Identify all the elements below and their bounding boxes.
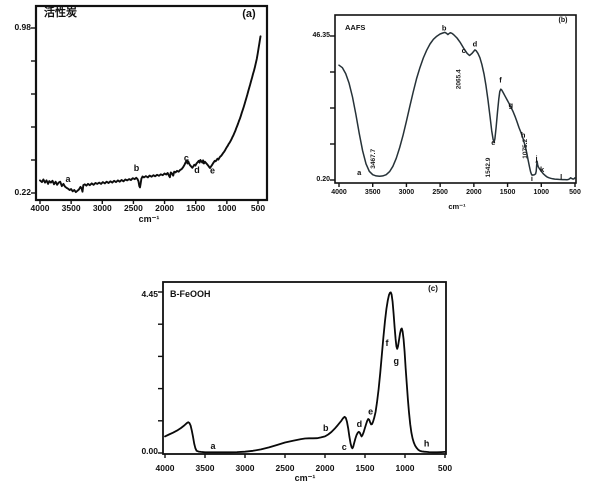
peak-label-c-e: e [368,407,373,417]
x-tick-label-c: 3000 [236,463,255,473]
peak-label-b-j: j [535,154,538,163]
chart-a-corner-label: (a) [242,8,256,20]
x-tick-label-c: 1500 [356,463,375,473]
x-tick-label-c: 1000 [396,463,415,473]
peak-label-b-g: g [509,101,514,110]
chart-c-corner-label: (c) [428,284,438,293]
x-tick-label-b: 3000 [399,189,415,196]
peak-label-b-a: a [357,168,362,177]
peak-label-c-d: d [357,419,363,429]
x-tick-label-b: 500 [569,189,581,196]
x-tick-label-b: 3500 [365,189,381,196]
x-tick-label-a: 3500 [62,203,81,213]
spectrum-curve-a [39,35,262,194]
x-tick-label-c: 2000 [316,463,335,473]
x-tick-label-c: 3500 [196,463,215,473]
x-tick-label-b: 4000 [331,189,347,196]
plot-frame-c [162,281,447,455]
peak-label-b-b: b [442,23,447,32]
x-tick-label-b: 1500 [500,189,516,196]
wavenumber-annotation-b: 2065.4 [456,69,463,89]
x-tick-label-a: 1500 [186,203,205,213]
chart-c-xaxis-label: cm⁻¹ [294,473,316,483]
x-tick-label-a: 2500 [124,203,143,213]
x-tick-label-a: 1000 [217,203,236,213]
chart-b-corner-label: (b) [558,17,568,24]
chart-b-ymin-label: 0.20 [316,176,330,183]
x-tick-label-b: 2500 [432,189,448,196]
x-tick-label-a: 3000 [93,203,112,213]
chart-c-title: B-FeOOH [170,289,211,299]
peak-label-b-c: c [462,46,466,55]
plot-frame-b [334,14,577,184]
peak-label-b-f: f [499,75,502,84]
peak-label-b-d: d [473,39,478,48]
peak-label-c-c: c [342,442,347,452]
chart-a-ymin-label: 0.22 [14,187,31,197]
peak-label-a-d: d [194,165,200,175]
spectrum-curve-b [338,31,576,181]
x-tick-label-c: 2500 [276,463,295,473]
x-tick-label-c: 4000 [156,463,175,473]
peak-label-a-c: c [184,153,189,163]
spectrum-curve-c [164,291,446,454]
chart-a-ymax-label: 0.98 [14,22,31,32]
plot-frame-a [34,4,269,202]
x-tick-label-a: 2000 [155,203,174,213]
peak-label-c-h: h [424,438,430,448]
x-tick-label-c: 500 [438,463,452,473]
chart-b-xaxis-label: cm⁻¹ [448,202,466,211]
x-tick-label-a: 4000 [31,203,50,213]
peak-label-b-h: h [521,131,526,140]
peak-label-c-g: g [393,356,399,366]
x-tick-label-b: 2000 [466,189,482,196]
wavenumber-annotation-b: 3467.7 [370,149,377,169]
wavenumber-annotation-b: 1075.2 [522,139,529,159]
peak-label-c-f: f [386,338,390,348]
chart-a-title: 活性炭 [44,7,77,19]
x-tick-label-a: 500 [251,203,265,213]
chart-b-ymax-label: 46.35 [312,32,330,39]
peak-label-b-l: l [560,173,562,182]
peak-label-b-e: e [491,138,495,147]
chart-b-title: AAFS [345,23,366,32]
chart-c-ymin-label: 0.00 [141,446,158,456]
wavenumber-annotation-b: 1542.9 [485,157,492,177]
peak-label-a-b: b [134,163,140,173]
peak-label-c-a: a [210,441,216,451]
peak-label-c-b: b [323,423,329,433]
peak-label-b-i: i [531,174,533,183]
peak-label-a-e: e [210,166,215,176]
peak-label-b-k: k [540,165,545,174]
peak-label-a-a: a [66,174,72,184]
x-tick-label-b: 1000 [533,189,549,196]
chart-c-ymax-label: 4.45 [141,289,158,299]
chart-a-xaxis-label: cm⁻¹ [138,214,160,224]
